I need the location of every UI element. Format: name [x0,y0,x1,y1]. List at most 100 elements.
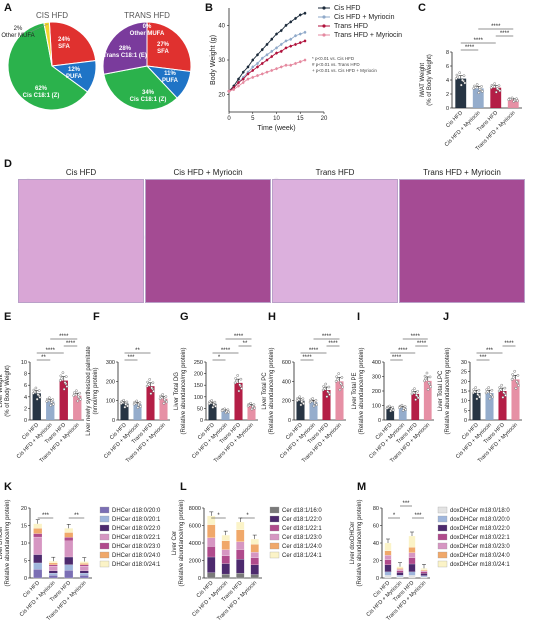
data-point [298,41,302,44]
bar-0 [296,400,305,420]
pie-label-cis-trans: Cis C18:1 (Z) [130,97,167,103]
data-point [137,403,141,407]
data-point [275,32,278,36]
stack-segment [33,554,43,564]
data-point [237,389,241,393]
y-tick-label: 150 [194,383,203,389]
data-point [256,53,259,57]
significance-mark: *** [479,355,487,361]
data-point [298,60,302,64]
data-point [279,29,283,32]
stack-segment [420,575,428,578]
data-point [279,50,283,53]
stack-segment [236,573,245,579]
data-point [416,389,419,393]
significance-note: # p<0.01 vs. Trans HFD [312,62,360,67]
data-point [334,380,338,383]
legend-label: DHCer d18:0/24:0 [112,553,161,559]
significance-mark: *** [402,501,410,507]
y-tick-label: 4 [24,395,27,401]
pie-label-sfa-trans: 27% [157,42,170,48]
data-point [45,400,49,403]
data-point [400,403,404,407]
data-point [132,402,136,406]
y-tick-label: 0 [446,106,449,112]
pie-slice [103,65,178,111]
data-point [294,62,297,65]
data-point [474,386,477,389]
significance-mark: **** [234,334,244,340]
leader-line [29,23,49,33]
legend-marker [322,24,326,28]
data-point [471,391,475,395]
y-tick-label: 100 [106,399,115,405]
data-point [119,402,123,405]
y-tick-label: 6 [446,64,449,70]
stack-segment [33,536,43,555]
data-point [335,378,339,381]
stack-segment [207,572,216,579]
data-point [308,400,312,404]
stack-segment [64,537,74,542]
data-point [493,82,496,85]
stack-segment [64,556,74,565]
stack-segment [221,573,230,579]
data-point [416,396,420,400]
bar-1 [472,88,484,108]
data-point [494,90,498,94]
y-tick-label: 80 [373,506,379,512]
legend-label: doxDHCer m18:0/24:0 [450,553,510,559]
stack-segment [236,521,245,530]
pie-chart-0: CIS HFD [7,11,97,111]
y-tick-label: 10 [461,399,467,405]
bar-1 [46,401,55,420]
stack-segment [33,533,43,538]
data-point [251,76,255,79]
data-point [220,409,224,413]
pie-label-pufa: 12% [68,67,81,73]
legend-swatch [437,515,448,523]
data-point [249,401,252,405]
data-point [516,374,520,377]
histo-title-3: Trans HFD [315,168,355,177]
y-tick-label: 40 [218,23,225,29]
data-point [237,84,240,88]
data-point [234,379,238,383]
y-axis-label: Liver Weight [0,374,4,408]
y-axis-label: Liver DHCer [0,526,4,559]
pie-label-cis-trans: 34% [142,90,155,96]
pie-label-other: Other MUFA [1,33,34,39]
panel-letter-l: L [180,481,187,493]
histo-title-1: Cis HFD [65,168,97,177]
legend-label: doxDHCer m18:0/23:0 [450,544,510,550]
pie-slice [146,21,192,73]
y-tick-label: 8 [446,50,449,56]
stack-segment [207,537,216,547]
significance-mark: *** [127,355,135,361]
data-point [241,81,245,84]
data-point [270,69,274,72]
data-point [289,37,293,41]
bar-chart-F: 0 100 200 300 Liver newly synthesized palmit… [86,346,170,464]
data-point [256,65,259,69]
stack-segment [384,542,392,551]
data-point [390,407,393,411]
data-point [246,65,250,69]
data-point [476,392,480,396]
legend-label: DHCer d18:0/22:0 [112,526,161,532]
significance-mark: **** [66,341,76,347]
data-point [289,20,293,24]
legend-label: DHCer d18:0/22:1 [112,535,161,541]
stack-segment [250,538,259,545]
stack-segment [396,568,404,570]
data-point [60,377,63,380]
stack-segment [33,569,43,579]
data-point [260,56,264,60]
y-tick-label: 6000 [189,524,201,530]
data-point [152,389,155,393]
stack-segment [396,566,404,569]
stack-segment [250,544,259,553]
y-tick-label: 100 [194,395,203,401]
legend-label: doxDHCer m18:0/20:0 [450,517,510,523]
stack-segment [221,540,230,550]
